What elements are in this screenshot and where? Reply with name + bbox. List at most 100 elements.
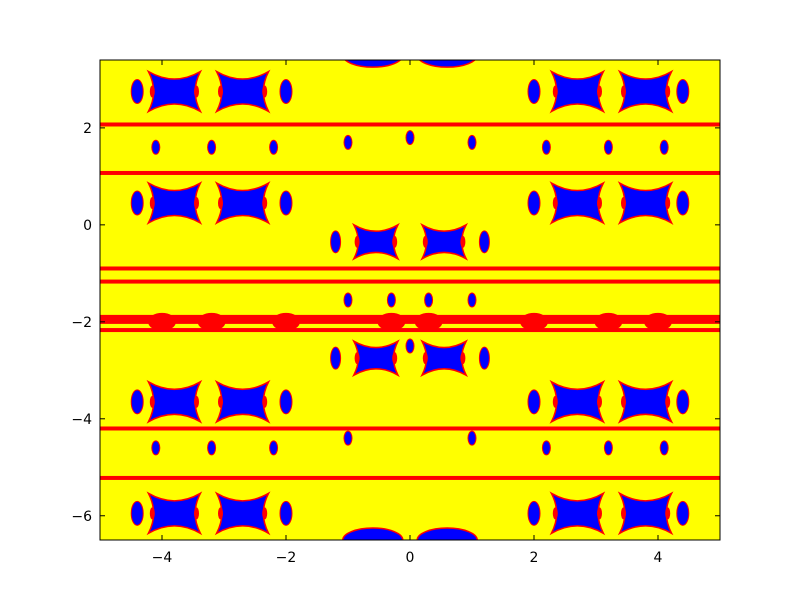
- blue-dot: [207, 440, 217, 456]
- red-core: [621, 85, 626, 98]
- red-core: [552, 197, 558, 210]
- contour-regions: [100, 60, 720, 540]
- blue-edge-lobe: [344, 60, 402, 68]
- blue-blob: [676, 190, 690, 216]
- blue-edge-lobe: [416, 527, 478, 540]
- blue-lobe: [617, 69, 674, 114]
- red-band-knot: [272, 312, 300, 331]
- blue-blob: [279, 389, 293, 415]
- blue-lobe: [420, 339, 469, 378]
- blue-dot: [343, 134, 353, 150]
- red-core: [552, 85, 558, 98]
- blue-lobe: [214, 379, 271, 424]
- blue-dot: [386, 292, 396, 308]
- red-core: [665, 197, 671, 210]
- red-band: [100, 170, 720, 175]
- red-band-knot: [377, 312, 406, 331]
- red-band-knot: [520, 312, 548, 331]
- blue-lobe: [617, 379, 674, 424]
- blue-lobe: [146, 69, 203, 114]
- red-core: [460, 235, 466, 248]
- red-core: [665, 85, 671, 98]
- blue-lobe: [146, 491, 203, 536]
- red-core: [621, 507, 626, 520]
- red-core: [392, 235, 398, 248]
- blue-edge-lobe: [342, 527, 404, 540]
- blue-dot: [269, 440, 279, 456]
- red-core: [354, 352, 360, 365]
- red-core: [665, 395, 671, 408]
- blue-dot: [343, 430, 353, 446]
- y-tick-label: −4: [71, 412, 92, 428]
- blue-lobe: [617, 491, 674, 536]
- blue-lobe: [146, 181, 203, 225]
- x-tick-label: 4: [654, 550, 663, 566]
- blue-dot: [207, 139, 217, 155]
- y-tick-label: 0: [83, 218, 92, 234]
- blue-blob: [330, 230, 342, 254]
- x-tick-label: −2: [276, 550, 297, 566]
- blue-dot: [343, 292, 353, 308]
- red-core: [460, 352, 466, 365]
- red-core: [621, 197, 626, 210]
- blue-blob: [478, 230, 490, 254]
- red-core: [262, 507, 268, 520]
- blue-blob: [527, 389, 541, 415]
- red-band-knot: [414, 312, 443, 331]
- red-core: [597, 85, 602, 98]
- blue-blob: [676, 500, 690, 526]
- red-core: [149, 197, 155, 210]
- blue-lobe: [351, 339, 400, 378]
- x-tick-label: 2: [530, 550, 539, 566]
- blue-blob: [279, 500, 293, 526]
- red-core: [218, 197, 223, 210]
- red-core: [149, 85, 155, 98]
- x-tick-label: 0: [406, 550, 415, 566]
- blue-lobe: [549, 69, 606, 114]
- blue-dot: [151, 440, 161, 456]
- blue-dot: [541, 440, 551, 456]
- red-band: [100, 279, 720, 284]
- blue-lobe: [214, 491, 271, 536]
- blue-lobe: [549, 379, 606, 424]
- blue-dot: [405, 130, 415, 146]
- blue-lobe: [146, 379, 203, 424]
- blue-lobe: [549, 181, 606, 225]
- x-axis-ticks: −4 −2 0 2 4: [152, 60, 663, 566]
- red-core: [552, 507, 558, 520]
- y-tick-label: −6: [71, 509, 92, 525]
- red-core: [194, 507, 199, 520]
- red-band-knot: [644, 312, 672, 331]
- blue-dot: [405, 338, 415, 354]
- red-core: [194, 85, 199, 98]
- blue-dot: [467, 430, 477, 446]
- y-axis-ticks: 2 0 −2 −4 −6: [71, 121, 720, 525]
- y-tick-label: −2: [71, 315, 92, 331]
- red-core: [218, 395, 223, 408]
- blue-lobe: [214, 69, 271, 114]
- blue-blob: [676, 389, 690, 415]
- blue-dot: [603, 139, 613, 155]
- blue-dot: [467, 134, 477, 150]
- blue-lobe: [617, 181, 674, 225]
- red-core: [422, 235, 428, 248]
- y-tick-label: 2: [83, 121, 92, 137]
- blue-dot: [659, 139, 669, 155]
- blue-blob: [676, 79, 690, 105]
- x-tick-label: −4: [152, 550, 173, 566]
- blue-blob: [478, 346, 490, 370]
- blue-edge-lobe: [418, 60, 476, 68]
- red-band-knot: [594, 312, 623, 331]
- red-band-knot: [197, 312, 226, 331]
- blue-blob: [330, 346, 342, 370]
- blue-lobe: [420, 222, 469, 261]
- blue-blob: [527, 79, 541, 105]
- blue-blob: [130, 500, 144, 526]
- blue-blob: [130, 79, 144, 105]
- red-core: [194, 197, 199, 210]
- red-band: [100, 328, 720, 333]
- red-core: [262, 197, 268, 210]
- red-band: [100, 314, 720, 324]
- red-core: [218, 85, 223, 98]
